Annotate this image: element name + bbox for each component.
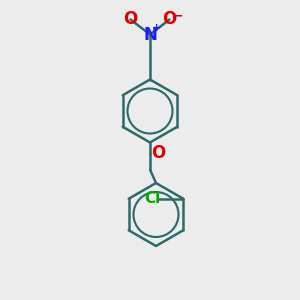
Text: O: O <box>151 144 166 162</box>
Text: N: N <box>143 26 157 44</box>
Text: +: + <box>152 23 161 33</box>
Text: O: O <box>123 11 138 28</box>
Text: −: − <box>173 9 183 22</box>
Text: Cl: Cl <box>144 191 160 206</box>
Text: O: O <box>162 11 177 28</box>
